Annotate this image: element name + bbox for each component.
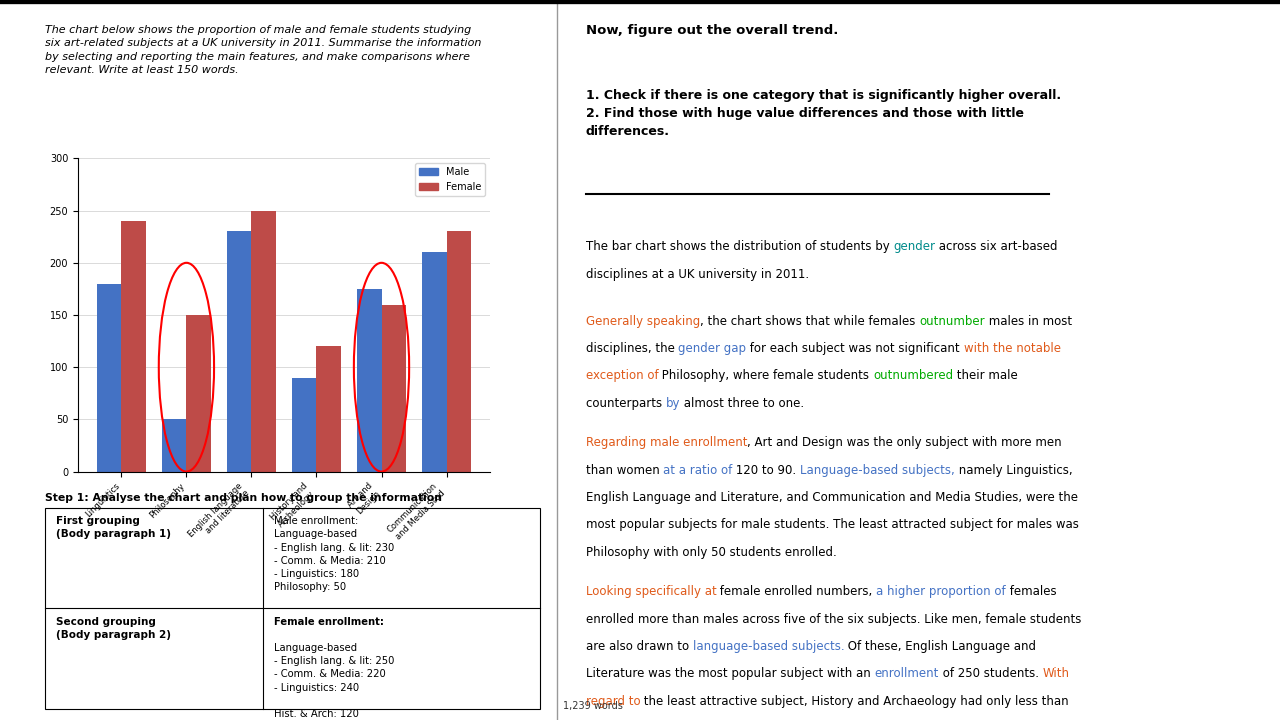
Text: gender gap: gender gap — [678, 342, 746, 355]
Bar — [122, 221, 146, 472]
Text: are also drawn to: are also drawn to — [586, 640, 692, 653]
Text: enrolled more than males across five of the six subjects. Like men, female stude: enrolled more than males across five of … — [586, 613, 1082, 626]
Text: Language-based subjects,: Language-based subjects, — [800, 464, 955, 477]
Text: females: females — [1006, 585, 1057, 598]
Text: Step 1: Analyse the chart and plan how to group the information: Step 1: Analyse the chart and plan how t… — [45, 493, 442, 503]
FancyBboxPatch shape — [45, 508, 540, 709]
Text: language-based subjects.: language-based subjects. — [692, 640, 845, 653]
Text: enrollment: enrollment — [874, 667, 938, 680]
Text: English Language and Literature, and Communication and Media Studies, were the: English Language and Literature, and Com… — [586, 491, 1078, 504]
Bar — [97, 284, 122, 472]
Text: The bar chart shows the distribution of students by: The bar chart shows the distribution of … — [586, 240, 893, 253]
Bar — [357, 289, 381, 472]
Text: by: by — [666, 397, 680, 410]
Text: disciplines at a UK university in 2011.: disciplines at a UK university in 2011. — [586, 268, 809, 281]
Text: counterparts: counterparts — [586, 397, 666, 410]
Text: First grouping
(Body paragraph 1): First grouping (Body paragraph 1) — [56, 516, 170, 539]
Text: for each subject was not significant: for each subject was not significant — [746, 342, 964, 355]
Text: 1,239 words: 1,239 words — [563, 701, 623, 711]
Text: Looking specifically at: Looking specifically at — [586, 585, 717, 598]
Text: 120 to 90.: 120 to 90. — [732, 464, 800, 477]
Text: namely Linguistics,: namely Linguistics, — [955, 464, 1073, 477]
Text: The chart below shows the proportion of male and female students studying
six ar: The chart below shows the proportion of … — [45, 25, 481, 75]
Bar — [161, 419, 187, 472]
Bar — [447, 231, 471, 472]
Text: Language-based
- English lang. & lit: 250
- Comm. & Media: 220
- Linguistics: 24: Language-based - English lang. & lit: 25… — [274, 643, 394, 719]
Text: than women: than women — [586, 464, 663, 477]
Bar — [381, 305, 406, 472]
Text: , the chart shows that while females: , the chart shows that while females — [700, 315, 919, 328]
Text: Second grouping
(Body paragraph 2): Second grouping (Body paragraph 2) — [56, 617, 170, 640]
Text: a higher proportion of: a higher proportion of — [877, 585, 1006, 598]
Text: Philosophy, where female students: Philosophy, where female students — [658, 369, 873, 382]
Text: exception of: exception of — [586, 369, 658, 382]
Text: gender: gender — [893, 240, 936, 253]
Text: of 250 students.: of 250 students. — [938, 667, 1042, 680]
Legend: Male, Female: Male, Female — [415, 163, 485, 196]
Text: Male enrollment:
Language-based
- English lang. & lit: 230
- Comm. & Media: 210
: Male enrollment: Language-based - Englis… — [274, 516, 394, 593]
Text: males in most: males in most — [984, 315, 1071, 328]
Text: most popular subjects for male students. The least attracted subject for males w: most popular subjects for male students.… — [586, 518, 1079, 531]
Bar — [187, 315, 211, 472]
Text: their male: their male — [954, 369, 1018, 382]
Text: with the notable: with the notable — [964, 342, 1061, 355]
Text: regard to: regard to — [586, 695, 640, 708]
Text: Philosophy with only 50 students enrolled.: Philosophy with only 50 students enrolle… — [586, 546, 836, 559]
Bar — [422, 252, 447, 472]
Text: Literature was the most popular subject with an: Literature was the most popular subject … — [586, 667, 874, 680]
Text: Generally speaking: Generally speaking — [586, 315, 700, 328]
Text: , Art and Design was the only subject with more men: , Art and Design was the only subject wi… — [748, 436, 1062, 449]
Text: Now, figure out the overall trend.: Now, figure out the overall trend. — [586, 24, 838, 37]
Text: across six art-based: across six art-based — [936, 240, 1057, 253]
Bar — [251, 210, 276, 472]
Text: Regarding male enrollment: Regarding male enrollment — [586, 436, 748, 449]
Text: disciplines, the: disciplines, the — [586, 342, 678, 355]
Text: outnumbered: outnumbered — [873, 369, 954, 382]
Bar — [292, 377, 316, 472]
Text: 1. Check if there is one category that is significantly higher overall.
2. Find : 1. Check if there is one category that i… — [586, 89, 1061, 138]
Text: outnumber: outnumber — [919, 315, 984, 328]
Bar — [316, 346, 342, 472]
Bar — [227, 231, 251, 472]
Text: With: With — [1042, 667, 1069, 680]
Text: almost three to one.: almost three to one. — [680, 397, 804, 410]
Text: Of these, English Language and: Of these, English Language and — [845, 640, 1037, 653]
Text: the least attractive subject, History and Archaeology had only less than: the least attractive subject, History an… — [640, 695, 1069, 708]
Text: Female enrollment:: Female enrollment: — [274, 617, 384, 627]
Text: at a ratio of: at a ratio of — [663, 464, 732, 477]
Text: female enrolled numbers,: female enrolled numbers, — [717, 585, 877, 598]
